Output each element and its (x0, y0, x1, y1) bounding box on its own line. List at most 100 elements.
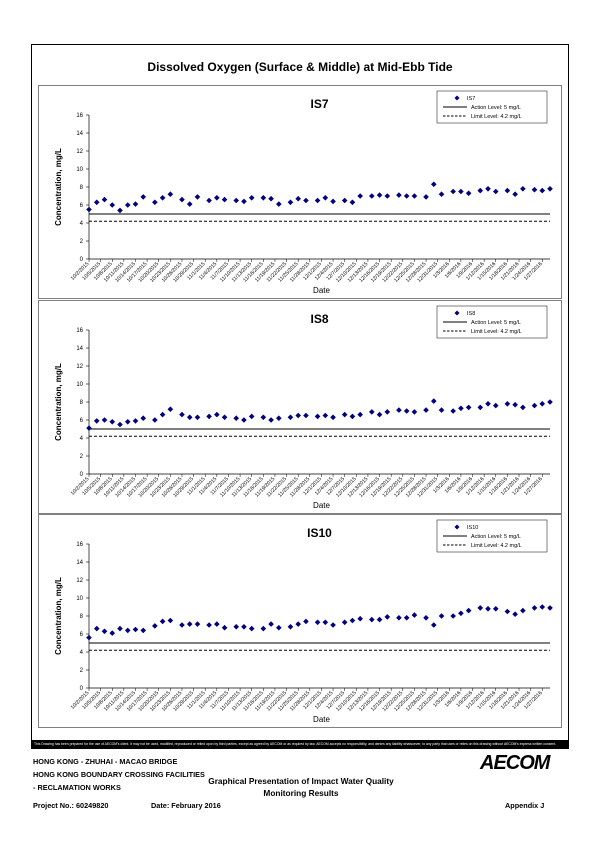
data-point (520, 607, 526, 614)
legend-label: Action Level: 5 mg/L (471, 320, 521, 326)
data-point (221, 624, 228, 631)
data-point (368, 616, 375, 623)
data-point (520, 186, 526, 192)
data-point (124, 419, 131, 425)
legend-label: Limit Level: 4.2 mg/L (471, 114, 522, 120)
data-point (124, 627, 131, 634)
y-tick-label: 14 (76, 346, 83, 352)
y-axis-label: Concentration, mg/L (54, 577, 63, 655)
data-point (349, 413, 356, 420)
report-title-block: Graphical Presentation of Impact Water Q… (206, 775, 396, 799)
data-point (423, 407, 429, 413)
data-point (186, 621, 193, 627)
y-tick-label: 12 (76, 149, 83, 155)
data-point (140, 627, 147, 634)
data-point (159, 195, 166, 201)
data-point (206, 413, 212, 420)
y-axis-label: Concentration, mg/L (54, 363, 63, 441)
data-point (260, 414, 267, 421)
data-point (492, 402, 499, 409)
data-point (248, 413, 255, 420)
data-point (109, 202, 116, 208)
data-point (539, 401, 546, 407)
legend-marker (454, 524, 460, 530)
data-point (314, 413, 321, 420)
data-point (314, 619, 321, 626)
data-point (376, 616, 383, 623)
y-tick-label: 0 (80, 472, 84, 478)
y-tick-label: 6 (80, 203, 84, 209)
data-point (101, 628, 108, 635)
data-point (287, 624, 294, 630)
project-name-block: HONG KONG - ZHUHAI - MACAO BRIDGE HONG K… (33, 755, 205, 794)
data-point (179, 411, 185, 418)
data-point (438, 613, 445, 619)
data-point (368, 409, 375, 415)
y-tick-label: 10 (76, 382, 83, 388)
data-point (93, 199, 100, 206)
data-point (349, 617, 356, 624)
data-point (384, 409, 391, 415)
data-point (322, 195, 329, 201)
data-point (241, 624, 247, 630)
data-point (384, 193, 391, 199)
data-point (109, 630, 116, 636)
data-point (477, 187, 484, 194)
data-point (512, 191, 518, 197)
legend-label: Action Level: 5 mg/L (471, 105, 521, 111)
data-point (179, 622, 185, 628)
data-point (295, 412, 301, 419)
data-point (330, 622, 336, 628)
project-line: HONG KONG BOUNDARY CROSSING FACILITIES (33, 770, 205, 779)
data-point (423, 194, 429, 200)
data-point (450, 188, 456, 195)
data-point (109, 419, 116, 425)
data-point (492, 606, 499, 612)
data-point (357, 411, 363, 418)
appendix-label: Appendix J (505, 801, 545, 810)
data-point (322, 619, 329, 626)
data-point (411, 612, 418, 618)
y-tick-label: 12 (76, 578, 83, 584)
data-point (221, 196, 228, 203)
figure-title: Dissolved Oxygen (Surface & Middle) at M… (147, 60, 453, 74)
data-point (547, 399, 553, 405)
data-point (287, 414, 294, 421)
legend-label: IS10 (467, 525, 478, 531)
data-point (101, 417, 108, 423)
chart-panel-is7: IS7 0 2 4 6 8 10 12 14 16 Concentration, mg/L 10/2/… (38, 85, 562, 299)
data-point (194, 621, 201, 627)
data-point (465, 190, 472, 197)
data-point (430, 622, 437, 628)
data-point (86, 425, 92, 431)
y-tick-label: 4 (80, 650, 84, 656)
data-point (403, 193, 410, 199)
data-point (194, 414, 201, 421)
data-point (194, 194, 201, 200)
data-point (341, 197, 348, 204)
legend-label: IS8 (467, 311, 475, 317)
data-point (152, 623, 158, 629)
data-point (450, 408, 456, 414)
data-point (167, 617, 174, 624)
y-tick-label: 8 (80, 400, 84, 406)
y-tick-label: 0 (80, 686, 84, 692)
chart-panel-is8: IS8 0 2 4 6 8 10 12 14 16 Concentration, mg/L 10/2/… (38, 300, 562, 514)
chart-title: IS10 (307, 526, 332, 540)
data-point (539, 604, 546, 610)
data-point (504, 401, 511, 407)
data-point (206, 622, 212, 628)
data-point (159, 411, 166, 418)
data-point (303, 412, 309, 419)
x-axis-label: Date (313, 715, 330, 724)
x-axis-label: Date (313, 501, 330, 510)
data-point (152, 417, 158, 423)
data-point (295, 195, 301, 202)
data-point (520, 404, 526, 411)
data-point (159, 618, 166, 625)
data-point (233, 197, 240, 204)
data-point (438, 191, 445, 197)
data-point (214, 195, 220, 201)
data-point (504, 187, 511, 194)
